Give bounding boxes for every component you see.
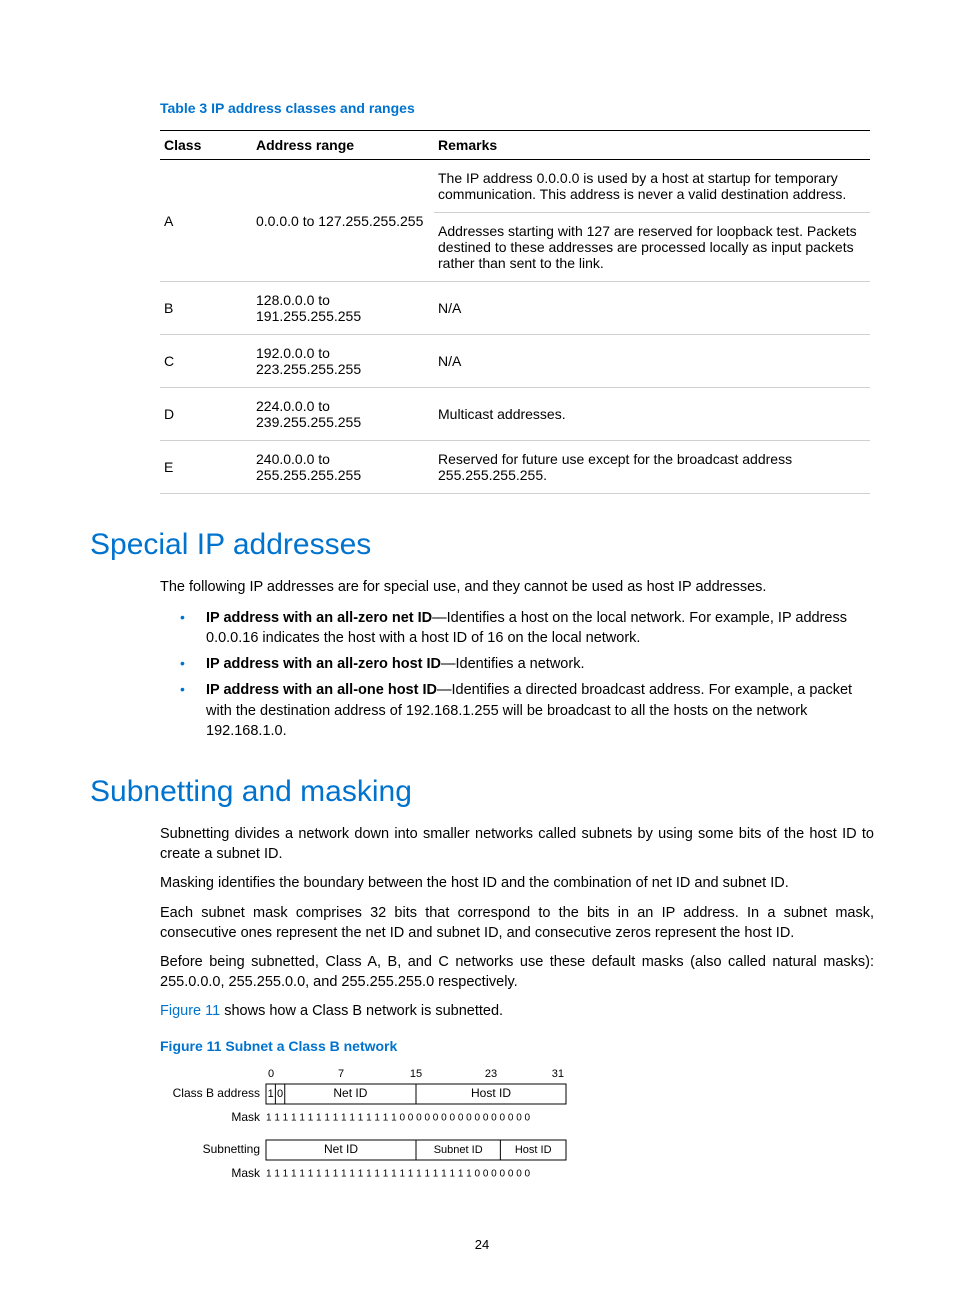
th-remarks: Remarks	[434, 131, 870, 160]
list-item: IP address with an all-one host ID—Ident…	[180, 680, 874, 741]
cell-class: B	[160, 282, 252, 335]
cell-range: 240.0.0.0 to 255.255.255.255	[252, 441, 434, 494]
heading-special-ip: Special IP addresses	[90, 528, 874, 562]
svg-text:23: 23	[485, 1068, 497, 1080]
cell-remarks: Reserved for future use except for the b…	[434, 441, 870, 494]
svg-text:Mask: Mask	[231, 1110, 261, 1124]
figure-subnet-diagram: 07152331Class B address10Net IDHost IDMa…	[160, 1062, 874, 1197]
paragraph-tail: shows how a Class B network is subnetted…	[220, 1003, 503, 1019]
svg-text:Class B address: Class B address	[173, 1086, 260, 1100]
paragraph: Masking identifies the boundary between …	[160, 874, 874, 894]
svg-text:Subnetting: Subnetting	[203, 1142, 260, 1156]
cell-class: C	[160, 335, 252, 388]
cell-range: 128.0.0.0 to 191.255.255.255	[252, 282, 434, 335]
figure-ref-link[interactable]: Figure 11	[160, 1003, 220, 1019]
table-row: B 128.0.0.0 to 191.255.255.255 N/A	[160, 282, 870, 335]
bullet-lead: IP address with an all-zero net ID	[206, 610, 432, 626]
svg-text:Net ID: Net ID	[333, 1086, 367, 1100]
list-item: IP address with an all-zero net ID—Ident…	[180, 608, 874, 649]
paragraph: Each subnet mask comprises 32 bits that …	[160, 904, 874, 943]
svg-text:Net ID: Net ID	[324, 1142, 358, 1156]
svg-text:Host ID: Host ID	[515, 1144, 552, 1156]
th-class: Class	[160, 131, 252, 160]
cell-remarks: N/A	[434, 335, 870, 388]
cell-remarks: Addresses starting with 127 are reserved…	[434, 213, 870, 282]
paragraph: Subnetting divides a network down into s…	[160, 825, 874, 864]
table-caption: Table 3 IP address classes and ranges	[160, 100, 874, 116]
table-row: C 192.0.0.0 to 223.255.255.255 N/A	[160, 335, 870, 388]
cell-range: 0.0.0.0 to 127.255.255.255	[252, 160, 434, 282]
svg-text:1 1 1 1 1 1 1 1 1 1 1 1 1 1 1: 1 1 1 1 1 1 1 1 1 1 1 1 1 1 1 1 0 0 0 0 …	[266, 1112, 531, 1123]
table-row: E 240.0.0.0 to 255.255.255.255 Reserved …	[160, 441, 870, 494]
svg-text:1: 1	[268, 1088, 274, 1100]
cell-range: 224.0.0.0 to 239.255.255.255	[252, 388, 434, 441]
table-row: A 0.0.0.0 to 127.255.255.255 The IP addr…	[160, 160, 870, 213]
cell-range: 192.0.0.0 to 223.255.255.255	[252, 335, 434, 388]
cell-class: D	[160, 388, 252, 441]
bullet-rest: —Identifies a network.	[441, 656, 584, 672]
figure-caption: Figure 11 Subnet a Class B network	[160, 1038, 874, 1054]
svg-text:31: 31	[552, 1068, 564, 1080]
heading-subnetting: Subnetting and masking	[90, 775, 874, 809]
svg-text:0: 0	[277, 1088, 283, 1100]
paragraph: Figure 11 shows how a Class B network is…	[160, 1002, 874, 1022]
svg-text:15: 15	[410, 1068, 422, 1080]
svg-text:Mask: Mask	[231, 1166, 261, 1180]
cell-class: E	[160, 441, 252, 494]
svg-text:7: 7	[338, 1068, 344, 1080]
cell-remarks: The IP address 0.0.0.0 is used by a host…	[434, 160, 870, 213]
ip-class-table: Class Address range Remarks A 0.0.0.0 to…	[160, 130, 870, 494]
bullet-list: IP address with an all-zero net ID —Ident…	[180, 608, 874, 742]
cell-remarks: N/A	[434, 282, 870, 335]
table-row: D 224.0.0.0 to 239.255.255.255 Multicast…	[160, 388, 870, 441]
svg-text:Host ID: Host ID	[471, 1086, 511, 1100]
svg-text:Subnet ID: Subnet ID	[434, 1144, 483, 1156]
page-number: 24	[90, 1237, 874, 1252]
svg-text:0: 0	[268, 1068, 274, 1080]
paragraph: The following IP addresses are for speci…	[160, 578, 874, 598]
cell-remarks: Multicast addresses.	[434, 388, 870, 441]
list-item: IP address with an all-zero host ID—Iden…	[180, 654, 874, 674]
svg-text:1 1 1 1 1 1 1 1 1 1 1 1 1 1 1: 1 1 1 1 1 1 1 1 1 1 1 1 1 1 1 1 1 1 1 1 …	[266, 1168, 531, 1179]
bullet-lead: IP address with an all-one host ID	[206, 682, 437, 698]
paragraph: Before being subnetted, Class A, B, and …	[160, 953, 874, 992]
cell-class: A	[160, 160, 252, 282]
bullet-lead: IP address with an all-zero host ID	[206, 656, 441, 672]
th-range: Address range	[252, 131, 434, 160]
